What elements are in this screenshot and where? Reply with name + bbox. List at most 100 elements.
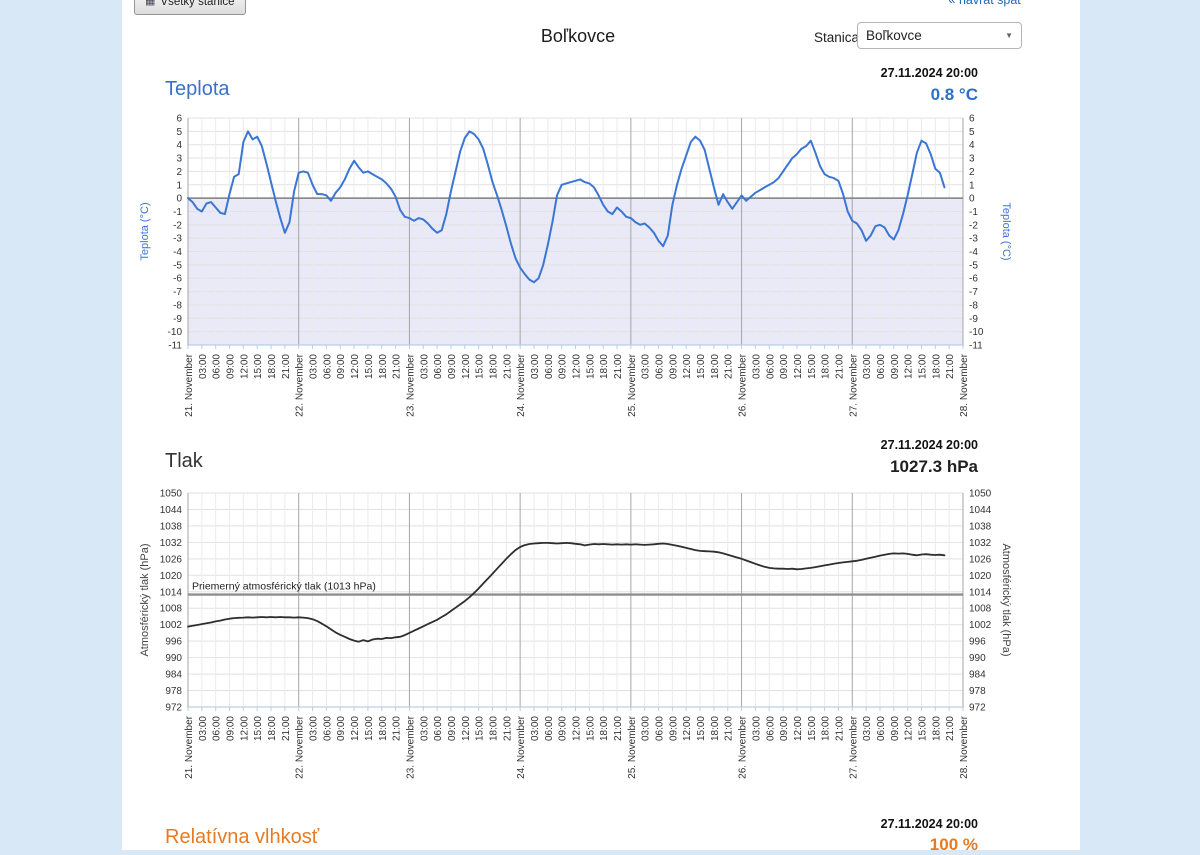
svg-text:972: 972 xyxy=(969,703,986,714)
svg-text:21:00: 21:00 xyxy=(613,716,624,741)
svg-text:03:00: 03:00 xyxy=(419,354,430,379)
svg-text:15:00: 15:00 xyxy=(475,354,486,379)
svg-text:15:00: 15:00 xyxy=(917,354,928,379)
svg-text:18:00: 18:00 xyxy=(599,716,610,741)
svg-text:12:00: 12:00 xyxy=(461,354,472,379)
svg-text:-5: -5 xyxy=(969,260,978,271)
svg-text:21:00: 21:00 xyxy=(724,716,735,741)
svg-text:15:00: 15:00 xyxy=(917,716,928,741)
svg-text:984: 984 xyxy=(969,670,986,681)
svg-text:27. November: 27. November xyxy=(848,715,859,778)
svg-text:15:00: 15:00 xyxy=(807,354,818,379)
svg-text:12:00: 12:00 xyxy=(793,716,804,741)
svg-text:-6: -6 xyxy=(969,274,978,285)
svg-text:21:00: 21:00 xyxy=(502,716,513,741)
svg-text:-7: -7 xyxy=(969,287,978,298)
svg-text:5: 5 xyxy=(969,127,975,138)
svg-text:15:00: 15:00 xyxy=(585,716,596,741)
all-stations-button[interactable]: ▦ Všetky stanice xyxy=(134,0,246,15)
svg-text:21:00: 21:00 xyxy=(945,716,956,741)
svg-text:18:00: 18:00 xyxy=(931,716,942,741)
svg-text:0: 0 xyxy=(969,194,975,205)
svg-text:1044: 1044 xyxy=(160,505,183,516)
svg-text:-7: -7 xyxy=(173,287,182,298)
svg-text:06:00: 06:00 xyxy=(765,354,776,379)
station-select[interactable]: Boľkovce ▼ xyxy=(857,22,1022,49)
svg-text:18:00: 18:00 xyxy=(710,354,721,379)
svg-text:03:00: 03:00 xyxy=(530,354,541,379)
svg-text:03:00: 03:00 xyxy=(419,716,430,741)
svg-text:21. November: 21. November xyxy=(184,715,195,778)
svg-text:984: 984 xyxy=(165,670,182,681)
temperature-chart: -11 -11-10 -10-9 -9-8 -8-7 -7-6 -6-5 -5-4 -4-3 -3… xyxy=(139,114,1012,417)
svg-text:1020: 1020 xyxy=(160,571,183,582)
svg-text:1: 1 xyxy=(969,180,975,191)
svg-text:03:00: 03:00 xyxy=(198,716,209,741)
svg-text:03:00: 03:00 xyxy=(309,716,320,741)
svg-text:15:00: 15:00 xyxy=(807,716,818,741)
svg-text:06:00: 06:00 xyxy=(876,354,887,379)
svg-text:06:00: 06:00 xyxy=(433,354,444,379)
svg-text:06:00: 06:00 xyxy=(544,716,555,741)
svg-text:03:00: 03:00 xyxy=(641,716,652,741)
svg-text:Teplota (°C): Teplota (°C) xyxy=(1000,202,1012,260)
svg-text:1038: 1038 xyxy=(969,521,992,532)
content-card: ▦ Všetky stanice « návrat späť Boľkovce … xyxy=(122,0,1080,854)
svg-text:21:00: 21:00 xyxy=(613,354,624,379)
svg-text:25. November: 25. November xyxy=(627,353,638,416)
all-stations-label: Všetky stanice xyxy=(160,0,235,8)
svg-text:18:00: 18:00 xyxy=(821,354,832,379)
svg-text:21:00: 21:00 xyxy=(502,354,513,379)
svg-text:18:00: 18:00 xyxy=(378,354,389,379)
chevron-down-icon: ▼ xyxy=(1005,31,1013,40)
svg-text:996: 996 xyxy=(165,637,182,648)
svg-text:6: 6 xyxy=(176,114,182,125)
temperature-timestamp: 27.11.2024 20:00 xyxy=(880,66,978,80)
svg-text:12:00: 12:00 xyxy=(904,354,915,379)
svg-text:972: 972 xyxy=(165,703,182,714)
svg-text:09:00: 09:00 xyxy=(336,354,347,379)
svg-text:Priemerný atmosférický tlak (1: Priemerný atmosférický tlak (1013 hPa) xyxy=(192,581,376,593)
svg-text:03:00: 03:00 xyxy=(862,354,873,379)
svg-text:09:00: 09:00 xyxy=(779,354,790,379)
svg-text:-9: -9 xyxy=(173,314,182,325)
svg-text:21:00: 21:00 xyxy=(834,354,845,379)
svg-text:1026: 1026 xyxy=(160,554,183,565)
svg-text:12:00: 12:00 xyxy=(572,716,583,741)
svg-text:06:00: 06:00 xyxy=(544,354,555,379)
svg-text:15:00: 15:00 xyxy=(696,716,707,741)
svg-text:-4: -4 xyxy=(173,247,182,258)
svg-text:2: 2 xyxy=(969,167,975,178)
svg-text:4: 4 xyxy=(176,140,182,151)
humidity-timestamp: 27.11.2024 20:00 xyxy=(880,817,978,831)
svg-text:Teplota (°C): Teplota (°C) xyxy=(139,202,151,260)
svg-text:21. November: 21. November xyxy=(184,353,195,416)
svg-text:15:00: 15:00 xyxy=(253,716,264,741)
svg-text:18:00: 18:00 xyxy=(267,354,278,379)
pressure-timestamp: 27.11.2024 20:00 xyxy=(880,438,978,452)
svg-text:-2: -2 xyxy=(173,220,182,231)
svg-text:18:00: 18:00 xyxy=(267,716,278,741)
svg-text:22. November: 22. November xyxy=(295,715,306,778)
svg-text:09:00: 09:00 xyxy=(668,354,679,379)
svg-text:1032: 1032 xyxy=(969,538,992,549)
svg-text:18:00: 18:00 xyxy=(821,716,832,741)
svg-text:18:00: 18:00 xyxy=(378,716,389,741)
svg-text:26. November: 26. November xyxy=(738,715,749,778)
back-link[interactable]: « návrat späť xyxy=(948,0,1022,7)
svg-text:-3: -3 xyxy=(173,234,182,245)
svg-text:1038: 1038 xyxy=(160,521,183,532)
svg-text:27. November: 27. November xyxy=(848,353,859,416)
svg-text:21:00: 21:00 xyxy=(392,354,403,379)
svg-text:-1: -1 xyxy=(173,207,182,218)
svg-text:12:00: 12:00 xyxy=(239,354,250,379)
svg-text:1050: 1050 xyxy=(969,489,992,500)
svg-text:03:00: 03:00 xyxy=(751,716,762,741)
temperature-chart-title: Teplota xyxy=(165,78,230,100)
svg-text:18:00: 18:00 xyxy=(488,716,499,741)
station-label: Stanica: xyxy=(814,30,863,45)
svg-text:1008: 1008 xyxy=(969,604,992,615)
svg-text:1026: 1026 xyxy=(969,554,992,565)
svg-text:09:00: 09:00 xyxy=(779,716,790,741)
svg-text:21:00: 21:00 xyxy=(281,716,292,741)
